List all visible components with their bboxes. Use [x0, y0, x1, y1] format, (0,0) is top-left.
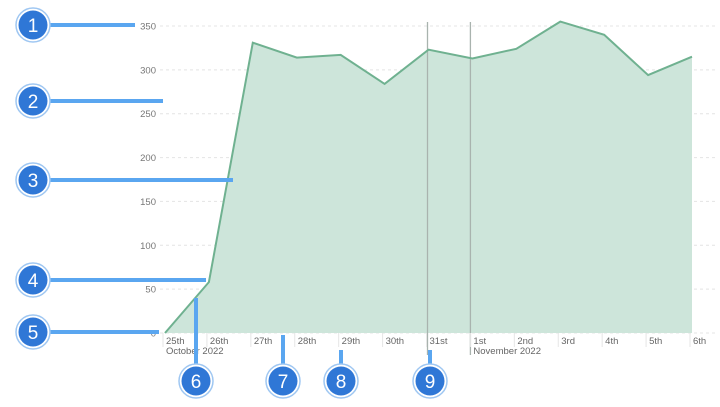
- callout-2: 2: [15, 83, 163, 119]
- area-fill: [165, 21, 692, 333]
- x-tick-label: 28th: [298, 336, 317, 347]
- x-tick-label: 5th: [649, 336, 662, 347]
- callout-number: 4: [28, 271, 39, 292]
- callout-badge: [326, 366, 356, 396]
- callout-8: 8: [323, 350, 359, 399]
- callout-3: 3: [15, 162, 233, 198]
- x-tick-label: 4th: [605, 336, 618, 347]
- series-line: [164, 20, 693, 334]
- callout-number: 5: [28, 323, 39, 344]
- x-tick-label: 2nd: [517, 336, 533, 347]
- callout-badge: [268, 366, 298, 396]
- x-tick-label: 25th: [166, 336, 185, 347]
- x-axis-ticks: 25th 26th 27th 28th 29th 30th 31st 1st 2nd 3rd 4th…: [162, 333, 706, 357]
- callout-badge: [415, 366, 445, 396]
- y-tick-label: 50: [145, 285, 156, 296]
- callout-badge: [181, 366, 211, 396]
- callout-5: 5: [15, 314, 159, 350]
- callout-6: 6: [178, 298, 214, 399]
- callout-number: 3: [28, 171, 39, 192]
- x-tick-label: 6th: [693, 336, 706, 347]
- callout-number: 7: [278, 372, 289, 393]
- callout-badge: [18, 317, 48, 347]
- x-tick-label: 30th: [386, 336, 405, 347]
- callout-badge: [18, 165, 48, 195]
- x-tick-label: 3rd: [561, 336, 575, 347]
- x-tick-label: 1st: [473, 336, 486, 347]
- month-label: November 2022: [473, 346, 541, 357]
- y-tick-label: 100: [140, 241, 156, 252]
- y-tick-label: 300: [140, 65, 156, 76]
- callout-badge: [18, 86, 48, 116]
- y-tick-label: 200: [140, 153, 156, 164]
- callout-badge: [18, 265, 48, 295]
- x-tick-label: 27th: [254, 336, 272, 347]
- callout-9: 9: [412, 350, 448, 399]
- callout-7: 7: [265, 335, 301, 399]
- x-tick-label: 29th: [342, 336, 361, 347]
- x-tick-label: 31st: [430, 336, 448, 347]
- callout-number: 9: [425, 372, 436, 393]
- x-tick-label: 26th: [210, 336, 229, 347]
- callout-4: 4: [15, 262, 206, 298]
- y-tick-label: 250: [140, 109, 156, 120]
- callout-1: 1: [15, 7, 135, 43]
- annotation-callouts: 1 2 3 4 5 6 7 8 9: [15, 7, 448, 399]
- callout-badge: [18, 10, 48, 40]
- callout-number: 1: [28, 16, 39, 37]
- callout-number: 6: [191, 372, 202, 393]
- callout-number: 8: [336, 372, 347, 393]
- y-tick-label: 350: [140, 22, 156, 33]
- callout-number: 2: [28, 92, 39, 113]
- y-tick-label: 150: [140, 197, 156, 208]
